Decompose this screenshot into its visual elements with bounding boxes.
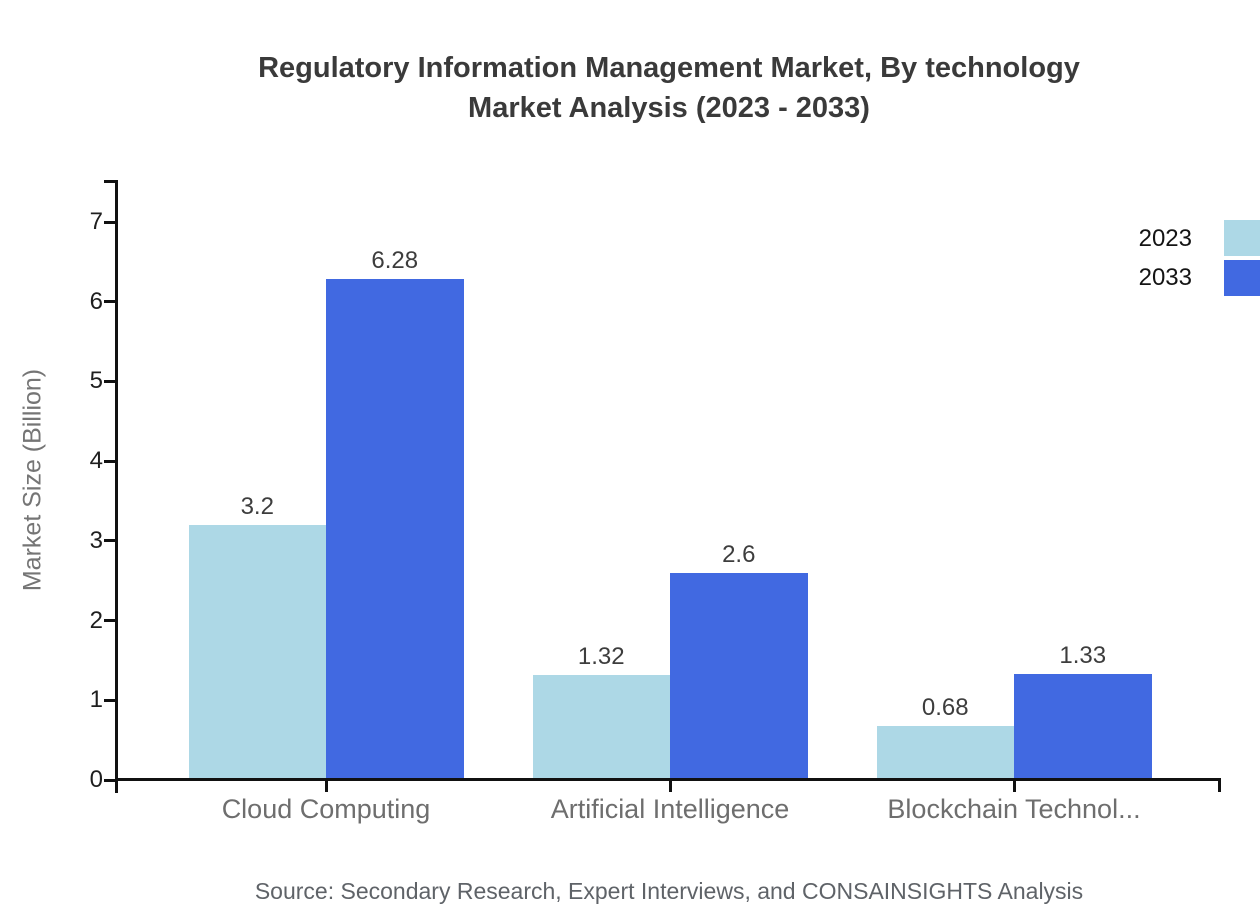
y-tick-label: 4 <box>89 447 103 475</box>
chart-title-line1: Regulatory Information Management Market… <box>258 52 1080 84</box>
x-axis-end-tick <box>1218 778 1221 792</box>
value-label-2033-cloud-computing: 6.28 <box>371 247 419 275</box>
y-tick-label: 3 <box>89 526 103 554</box>
bar-2033-blockchain-technol <box>1014 673 1152 780</box>
bar-2033-cloud-computing <box>326 279 464 780</box>
value-label-2023-cloud-computing: 3.2 <box>240 492 274 520</box>
y-axis-end-tick <box>104 180 116 183</box>
y-tick-mark <box>104 220 116 224</box>
bar-2023-blockchain-technol <box>876 725 1014 780</box>
source-note: Source: Secondary Research, Expert Inter… <box>254 878 1084 904</box>
y-tick-mark <box>104 778 116 782</box>
category-label-artificial-intelligence: Artificial Intelligence <box>550 794 790 824</box>
value-label-2023-blockchain-technol: 0.68 <box>921 693 969 721</box>
y-tick-mark <box>104 459 116 463</box>
y-tick-mark <box>104 300 116 304</box>
y-tick-mark <box>104 698 116 702</box>
y-tick-label: 0 <box>89 766 103 793</box>
bar-2023-cloud-computing <box>188 524 326 780</box>
y-tick-label: 5 <box>89 367 103 395</box>
y-tick-mark <box>104 379 116 383</box>
legend-swatch-2023 <box>1224 220 1260 256</box>
y-tick-mark <box>104 539 116 543</box>
chart-title-line2: Market Analysis (2023 - 2033) <box>468 92 870 124</box>
x-tick-mark <box>324 778 328 792</box>
bar-2023-artificial-intelligence <box>532 674 670 780</box>
value-label-2033-blockchain-technol: 1.33 <box>1059 641 1107 669</box>
y-tick-label: 7 <box>89 208 103 236</box>
category-label-blockchain-technol: Blockchain Technol... <box>887 794 1141 824</box>
y-tick-mark <box>104 619 116 623</box>
value-label-2033-artificial-intelligence: 2.6 <box>722 540 756 568</box>
legend-swatch-2033 <box>1224 260 1260 296</box>
x-tick-mark <box>668 778 672 792</box>
y-axis-line <box>115 180 118 793</box>
bar-2033-artificial-intelligence <box>670 572 808 780</box>
y-tick-label: 6 <box>89 287 103 315</box>
legend-label-2023: 2023 <box>1138 225 1192 252</box>
x-axis-line <box>115 778 1221 781</box>
y-axis-title: Market Size (Billion) <box>18 368 47 592</box>
legend-label-2033: 2033 <box>1138 264 1192 291</box>
x-tick-mark <box>1012 778 1016 792</box>
value-label-2023-artificial-intelligence: 1.32 <box>577 642 625 670</box>
category-label-cloud-computing: Cloud Computing <box>221 794 431 824</box>
y-tick-label: 2 <box>89 606 103 634</box>
chart-title: Regulatory Information Management Market… <box>117 48 1221 128</box>
y-tick-label: 1 <box>89 686 103 714</box>
